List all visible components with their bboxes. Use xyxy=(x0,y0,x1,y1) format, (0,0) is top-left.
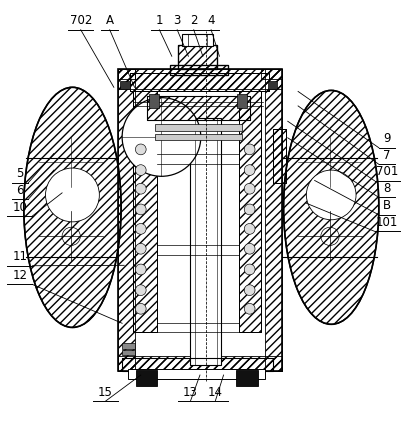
Bar xyxy=(273,129,285,182)
Text: 5: 5 xyxy=(16,168,24,181)
Bar xyxy=(235,370,257,386)
Bar xyxy=(120,81,129,89)
Circle shape xyxy=(135,285,146,296)
Bar xyxy=(178,45,217,69)
Bar xyxy=(149,93,159,108)
Circle shape xyxy=(244,165,254,176)
Text: 15: 15 xyxy=(98,386,113,398)
Bar xyxy=(133,91,157,332)
Text: 13: 13 xyxy=(183,386,197,398)
Text: 702: 702 xyxy=(69,14,92,27)
Bar xyxy=(118,69,134,371)
Bar xyxy=(182,34,213,46)
Bar xyxy=(122,358,273,371)
Circle shape xyxy=(244,285,254,296)
Bar xyxy=(169,65,227,75)
Text: 10: 10 xyxy=(12,201,27,214)
Bar xyxy=(147,96,250,121)
Bar xyxy=(122,343,135,349)
Bar xyxy=(118,357,281,371)
Bar xyxy=(190,118,221,365)
Text: 6: 6 xyxy=(16,184,24,197)
Text: 3: 3 xyxy=(173,14,180,27)
Bar xyxy=(133,91,157,332)
Circle shape xyxy=(244,144,254,155)
Circle shape xyxy=(135,243,146,254)
Circle shape xyxy=(135,183,146,194)
Circle shape xyxy=(135,223,146,234)
Circle shape xyxy=(122,98,200,176)
Bar xyxy=(118,69,281,371)
Bar xyxy=(239,91,260,332)
Text: 9: 9 xyxy=(382,132,390,145)
Bar xyxy=(273,129,285,182)
Circle shape xyxy=(135,204,146,215)
Bar xyxy=(118,69,281,89)
Bar xyxy=(155,124,242,131)
Circle shape xyxy=(45,168,99,222)
Bar xyxy=(260,69,281,79)
Bar xyxy=(147,96,250,121)
Bar xyxy=(178,45,217,69)
Text: 12: 12 xyxy=(12,269,27,282)
Text: 701: 701 xyxy=(375,165,397,179)
Circle shape xyxy=(244,303,254,314)
Text: 2: 2 xyxy=(190,14,197,27)
Bar xyxy=(122,350,135,355)
Circle shape xyxy=(306,170,355,220)
Circle shape xyxy=(135,165,146,176)
Bar xyxy=(130,73,268,91)
Text: 7: 7 xyxy=(382,149,390,162)
Bar xyxy=(264,69,281,371)
Bar xyxy=(135,370,157,386)
Bar xyxy=(155,134,242,140)
Circle shape xyxy=(244,183,254,194)
Bar xyxy=(128,369,264,379)
Bar xyxy=(268,81,277,89)
Circle shape xyxy=(244,223,254,234)
Text: 8: 8 xyxy=(382,182,390,195)
Text: 101: 101 xyxy=(375,216,397,229)
Circle shape xyxy=(244,204,254,215)
Bar xyxy=(236,93,247,108)
Text: 14: 14 xyxy=(207,386,222,398)
Circle shape xyxy=(244,243,254,254)
Text: 11: 11 xyxy=(12,250,27,263)
Circle shape xyxy=(135,144,146,155)
Circle shape xyxy=(244,264,254,275)
Bar xyxy=(239,91,260,332)
Bar xyxy=(122,358,273,371)
Circle shape xyxy=(135,264,146,275)
Text: 1: 1 xyxy=(155,14,163,27)
Bar xyxy=(169,65,227,75)
Bar xyxy=(130,73,268,91)
Text: A: A xyxy=(105,14,114,27)
Text: B: B xyxy=(382,199,390,212)
Circle shape xyxy=(135,303,146,314)
Bar xyxy=(118,69,134,79)
Text: 4: 4 xyxy=(207,14,214,27)
